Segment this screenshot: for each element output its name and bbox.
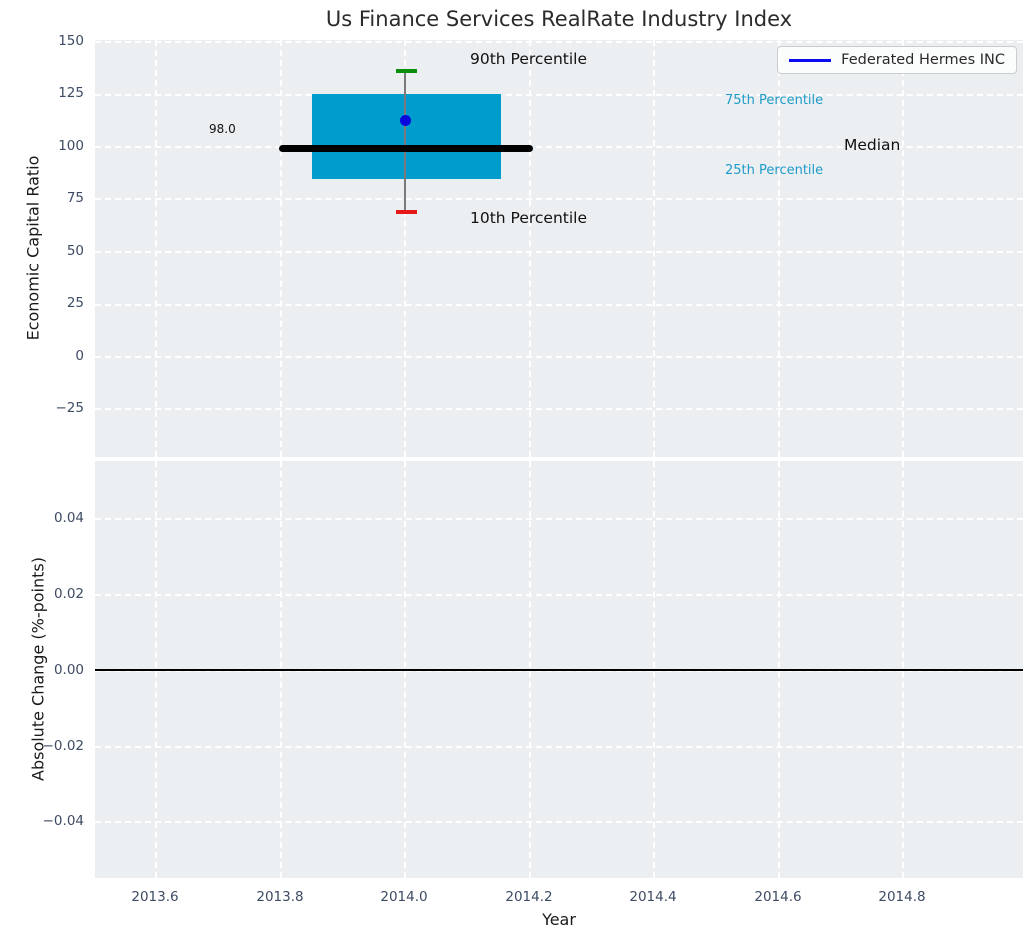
p10-annotation: 10th Percentile <box>470 209 588 227</box>
median-line <box>279 145 533 152</box>
gridline <box>95 746 1023 748</box>
x-tick-label: 2014.2 <box>505 889 553 905</box>
p10-whisker-cap <box>396 210 417 214</box>
x-tick-label: 2014.0 <box>380 889 428 905</box>
iqr-box <box>312 94 501 179</box>
legend: Federated Hermes INC <box>777 46 1017 74</box>
chart-title: Us Finance Services RealRate Industry In… <box>325 7 793 31</box>
gridline <box>95 670 1023 672</box>
gridline <box>95 94 1023 96</box>
gridline <box>95 821 1023 823</box>
legend-line-icon <box>789 58 832 62</box>
y-tick-label: 0.00 <box>53 662 84 678</box>
gridline <box>95 41 1023 43</box>
y-tick-label: 150 <box>58 33 84 49</box>
median-value-label: 98.0 <box>209 122 236 136</box>
gridline <box>778 40 780 457</box>
p90-annotation: 90th Percentile <box>470 50 588 68</box>
gridline <box>95 198 1023 200</box>
y-tick-label: 0 <box>75 348 84 364</box>
x-tick-label: 2014.6 <box>754 889 802 905</box>
gridline <box>95 408 1023 410</box>
y-tick-label: −0.02 <box>42 738 84 754</box>
x-tick-label: 2014.4 <box>629 889 677 905</box>
gridline <box>95 594 1023 596</box>
y-tick-label: 125 <box>58 85 84 101</box>
whisker-line <box>404 71 406 213</box>
p75-annotation: 75th Percentile <box>725 93 824 108</box>
x-tick-label: 2014.8 <box>878 889 926 905</box>
top-plot-area: 90th Percentile 10th Percentile 75th Per… <box>95 40 1023 457</box>
gridline <box>529 40 531 457</box>
legend-label: Federated Hermes INC <box>841 52 1005 68</box>
gridline <box>95 146 1023 148</box>
gridline <box>95 518 1023 520</box>
p90-whisker-cap <box>396 69 417 73</box>
zero-reference-line <box>95 669 1023 671</box>
gridline <box>155 40 157 457</box>
y-tick-label: 50 <box>66 243 84 259</box>
median-annotation: Median <box>844 136 901 154</box>
y-tick-label: −0.04 <box>42 813 84 829</box>
y-tick-label: 0.02 <box>53 586 84 602</box>
y-tick-label: 25 <box>66 295 84 311</box>
x-axis-label: Year <box>542 910 576 929</box>
x-tick-label: 2013.6 <box>131 889 179 905</box>
gridline <box>95 304 1023 306</box>
x-tick-label: 2013.8 <box>256 889 304 905</box>
gridline <box>653 40 655 457</box>
y-tick-label: 100 <box>58 138 84 154</box>
gridline <box>404 40 406 457</box>
gridline <box>280 40 282 457</box>
y-tick-label: 0.04 <box>53 510 84 526</box>
y-tick-label: −25 <box>55 400 85 416</box>
gridline <box>95 356 1023 358</box>
gridline <box>902 40 904 457</box>
p25-annotation: 25th Percentile <box>725 163 824 178</box>
company-value-marker <box>400 115 411 126</box>
bottom-plot-area <box>95 461 1023 878</box>
y-tick-label: 75 <box>66 190 84 206</box>
gridline <box>95 251 1023 253</box>
